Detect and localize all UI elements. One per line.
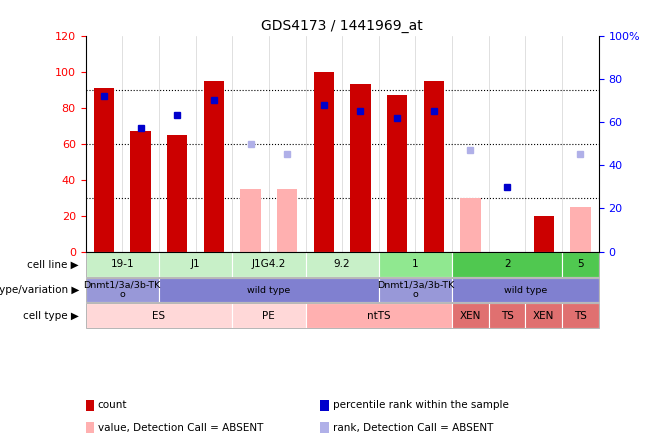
- Bar: [387, 95, 407, 252]
- Bar: [314, 71, 334, 252]
- Text: TS: TS: [501, 311, 513, 321]
- Bar: [305, 303, 452, 328]
- Title: GDS4173 / 1441969_at: GDS4173 / 1441969_at: [261, 19, 423, 33]
- Text: rank, Detection Call = ABSENT: rank, Detection Call = ABSENT: [333, 423, 493, 432]
- Bar: [130, 131, 151, 252]
- Bar: [86, 422, 94, 433]
- Text: wild type: wild type: [504, 285, 547, 294]
- Bar: [240, 189, 261, 252]
- Text: percentile rank within the sample: percentile rank within the sample: [333, 400, 509, 410]
- Bar: [562, 303, 599, 328]
- Text: J1: J1: [191, 259, 200, 270]
- Bar: [305, 252, 379, 277]
- Bar: [461, 198, 480, 252]
- Bar: [86, 303, 232, 328]
- Text: ntTS: ntTS: [367, 311, 391, 321]
- Text: value, Detection Call = ABSENT: value, Detection Call = ABSENT: [98, 423, 263, 432]
- Text: 9.2: 9.2: [334, 259, 351, 270]
- Bar: [232, 303, 305, 328]
- Bar: [379, 252, 452, 277]
- Text: PE: PE: [263, 311, 275, 321]
- Bar: [379, 278, 452, 302]
- Bar: [204, 80, 224, 252]
- Text: wild type: wild type: [247, 285, 290, 294]
- Text: Dnmt1/3a/3b-TK
o: Dnmt1/3a/3b-TK o: [377, 281, 454, 299]
- Bar: [167, 135, 188, 252]
- Bar: [159, 252, 232, 277]
- Bar: [86, 252, 159, 277]
- Bar: [320, 400, 329, 411]
- Bar: [534, 216, 554, 252]
- Text: cell type ▶: cell type ▶: [23, 311, 79, 321]
- Text: count: count: [98, 400, 128, 410]
- Bar: [277, 189, 297, 252]
- Text: J1G4.2: J1G4.2: [251, 259, 286, 270]
- Bar: [452, 252, 562, 277]
- Bar: [320, 422, 329, 433]
- Bar: [452, 278, 599, 302]
- Bar: [94, 88, 114, 252]
- Bar: [232, 252, 305, 277]
- Text: XEN: XEN: [460, 311, 481, 321]
- Bar: [452, 303, 489, 328]
- Bar: [86, 278, 159, 302]
- Text: 2: 2: [504, 259, 511, 270]
- Text: ES: ES: [152, 311, 165, 321]
- Bar: [526, 303, 562, 328]
- Text: genotype/variation ▶: genotype/variation ▶: [0, 285, 79, 295]
- Text: XEN: XEN: [533, 311, 555, 321]
- Text: 19-1: 19-1: [111, 259, 134, 270]
- Bar: [159, 278, 379, 302]
- Text: 1: 1: [412, 259, 418, 270]
- Text: Dnmt1/3a/3b-TK
o: Dnmt1/3a/3b-TK o: [84, 281, 161, 299]
- Bar: [351, 84, 370, 252]
- Bar: [489, 303, 526, 328]
- Text: cell line ▶: cell line ▶: [28, 259, 79, 270]
- Bar: [424, 80, 444, 252]
- Bar: [562, 252, 599, 277]
- Text: TS: TS: [574, 311, 587, 321]
- Bar: [570, 206, 590, 252]
- Text: 5: 5: [577, 259, 584, 270]
- Bar: [86, 400, 94, 411]
